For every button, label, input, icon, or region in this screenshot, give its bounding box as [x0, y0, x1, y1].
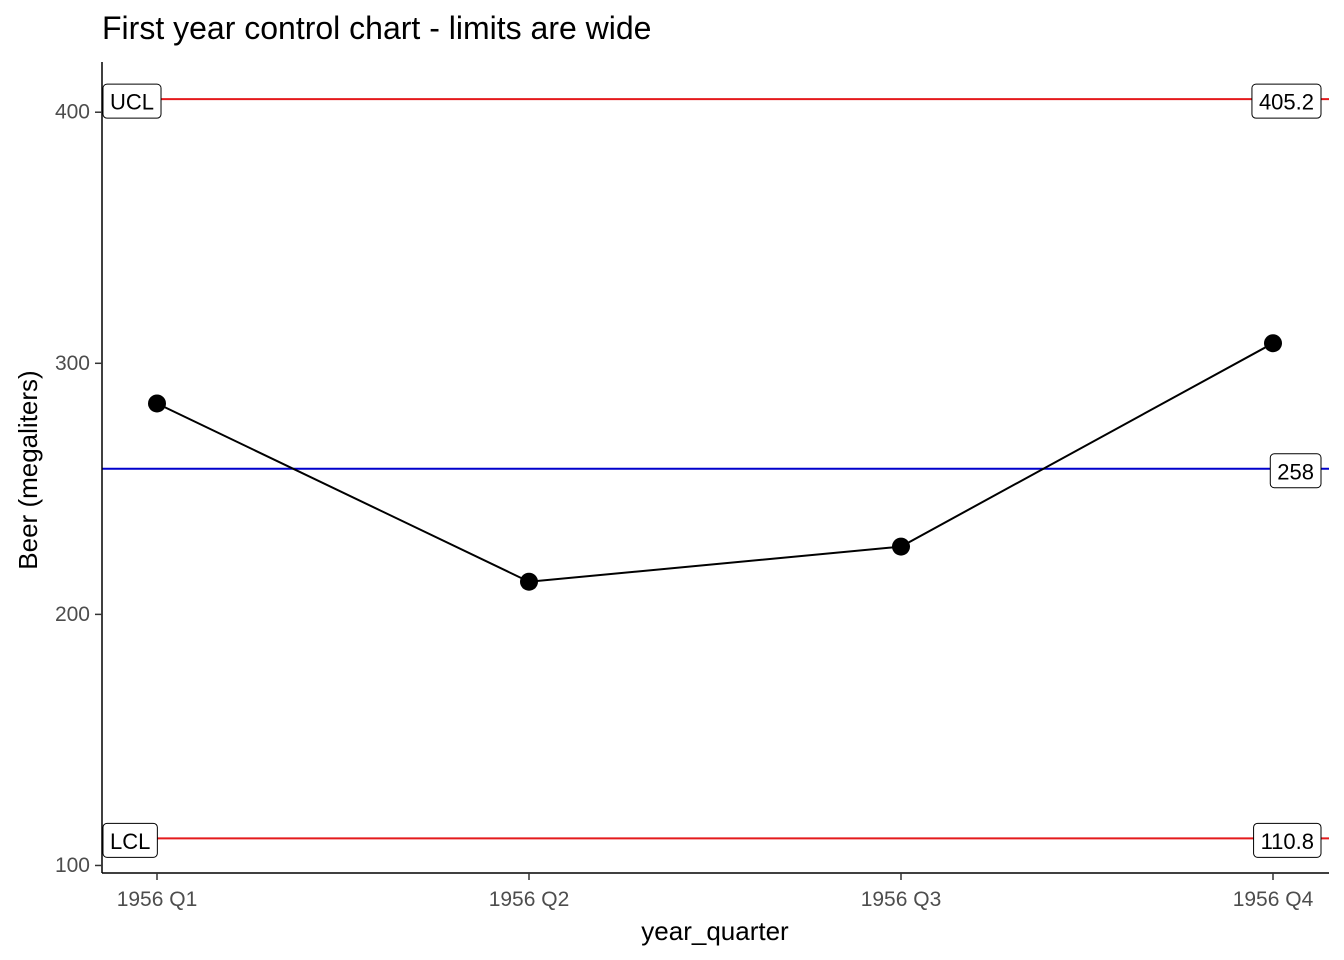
svg-text:UCL: UCL: [110, 90, 154, 115]
svg-text:405.2: 405.2: [1259, 90, 1314, 115]
axes: [101, 62, 1329, 874]
ucl-left-label-box: [102, 83, 162, 119]
center-right-label: 258: [1269, 453, 1322, 489]
data-point: [1264, 334, 1282, 353]
series-line: [156, 342, 1274, 583]
lcl-left-label: LCL: [102, 822, 158, 858]
y-tick-label: 400: [55, 101, 90, 124]
x-axis-label: year_quarter: [641, 916, 789, 946]
svg-text:258: 258: [1277, 459, 1314, 484]
chart-title: First year control chart - limits are wi…: [102, 10, 652, 46]
x-tick-label: 1956 Q3: [861, 888, 942, 911]
reference-lines: [102, 98, 1329, 840]
lcl-right-label-box: [1253, 822, 1322, 858]
x-tick-label: 1956 Q2: [489, 888, 570, 911]
y-axis-label: Beer (megaliters): [13, 370, 43, 569]
y-tick-label: 100: [55, 854, 90, 877]
data-point: [520, 572, 538, 591]
y-ticks: 100 200 300 400: [55, 101, 102, 877]
y-tick-label: 300: [55, 352, 90, 375]
svg-text:110.8: 110.8: [1261, 829, 1314, 854]
center-right-label-box: [1269, 453, 1322, 489]
lcl-right-label: 110.8: [1253, 822, 1322, 858]
lcl-left-label-box: [102, 822, 158, 858]
data-point: [892, 537, 910, 556]
x-ticks: 1956 Q1 1956 Q2 1956 Q3 1956 Q4: [117, 873, 1314, 911]
y-tick-label: 200: [55, 603, 90, 626]
data-point: [148, 394, 166, 413]
x-tick-label: 1956 Q4: [1233, 888, 1314, 911]
reference-labels: UCL 405.2 258 LCL 110.8: [102, 83, 1322, 858]
ucl-right-label: 405.2: [1251, 83, 1322, 119]
data-series: [148, 334, 1282, 591]
svg-text:LCL: LCL: [110, 829, 150, 854]
ucl-right-label-box: [1251, 83, 1322, 119]
ucl-left-label: UCL: [102, 83, 162, 119]
x-tick-label: 1956 Q1: [117, 888, 198, 911]
